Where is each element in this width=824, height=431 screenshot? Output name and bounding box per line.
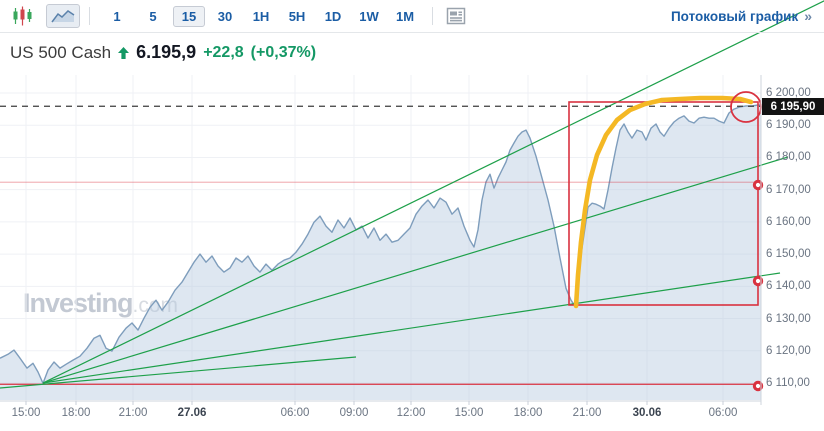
x-axis-label: 30.06 bbox=[632, 407, 662, 419]
instrument-name: US 500 Cash bbox=[10, 42, 112, 62]
y-axis-label: 6 190,00 bbox=[766, 119, 811, 132]
watermark-com: .com bbox=[133, 294, 179, 317]
chart-toolbar: 1 5 15 30 1H 5H 1D 1W 1M Потоковый график » bbox=[0, 0, 824, 33]
watermark: Investing.com bbox=[23, 288, 178, 319]
y-axis-label: 6 110,00 bbox=[766, 376, 810, 389]
toolbar-divider bbox=[89, 7, 90, 25]
price-area-fill bbox=[0, 105, 761, 400]
yellow-trend-curve bbox=[573, 95, 754, 309]
x-axis-label: 15:00 bbox=[454, 407, 484, 419]
timeframe-1-button[interactable]: 1 bbox=[113, 8, 121, 24]
timeframe-1h-button[interactable]: 1H bbox=[252, 8, 270, 24]
y-axis-label: 6 140,00 bbox=[766, 280, 811, 293]
trend-line bbox=[0, 356, 357, 389]
quote-header: US 500 Cash 6.195,9 +22,8 (+0,37%) bbox=[10, 42, 316, 63]
axis-marker-hole bbox=[755, 278, 761, 284]
streaming-chart-link[interactable]: Потоковый график » bbox=[671, 8, 812, 24]
trend-line bbox=[42, 156, 789, 384]
y-axis-label: 6 130,00 bbox=[766, 312, 811, 325]
price-change-percent: (+0,37%) bbox=[250, 43, 317, 61]
x-axis-label: 15:00 bbox=[11, 407, 41, 419]
watermark-investing: Investing bbox=[23, 288, 134, 318]
y-axis-label: 6 160,00 bbox=[766, 215, 811, 228]
timeframe-5h-button[interactable]: 5H bbox=[288, 8, 306, 24]
axis-marker-hole bbox=[755, 383, 761, 389]
y-axis-label: 6 170,00 bbox=[766, 183, 811, 196]
y-axis-label: 6 180,00 bbox=[766, 151, 811, 164]
timeframe-1m-button[interactable]: 1M bbox=[395, 8, 415, 24]
toolbar-divider bbox=[432, 7, 433, 25]
x-axis-label: 12:00 bbox=[396, 407, 426, 419]
arrow-up-icon bbox=[118, 46, 130, 59]
x-axis-label: 18:00 bbox=[61, 407, 91, 419]
last-price: 6.195,9 bbox=[136, 42, 197, 62]
y-axis-label: 6 200,00 bbox=[766, 87, 811, 100]
timeframe-5-button[interactable]: 5 bbox=[149, 8, 157, 24]
x-axis-label: 27.06 bbox=[177, 407, 207, 419]
chevron-right-double-icon: » bbox=[804, 8, 812, 24]
candlestick-chart-icon[interactable] bbox=[8, 3, 38, 29]
timeframe-buttons: 1 5 15 30 1H 5H 1D 1W 1M bbox=[99, 5, 423, 27]
timeframe-30-button[interactable]: 30 bbox=[217, 8, 233, 24]
last-price-axis-badge: 6 195,90 bbox=[762, 98, 824, 115]
x-axis-label: 18:00 bbox=[513, 407, 543, 419]
price-change: +22,8 bbox=[203, 43, 244, 61]
axis-marker-hole bbox=[755, 182, 761, 188]
timeframe-15-button[interactable]: 15 bbox=[173, 5, 205, 27]
streaming-chart-link-label: Потоковый график bbox=[670, 8, 799, 24]
trend-line bbox=[42, 0, 824, 384]
area-chart-icon[interactable] bbox=[46, 4, 80, 28]
x-axis-label: 21:00 bbox=[572, 407, 602, 419]
x-axis-label: 06:00 bbox=[280, 407, 310, 419]
news-panel-icon[interactable] bbox=[442, 4, 470, 28]
x-axis-label: 06:00 bbox=[708, 407, 738, 419]
x-axis-label: 21:00 bbox=[118, 407, 148, 419]
price-line bbox=[0, 104, 761, 384]
trend-line bbox=[42, 272, 781, 384]
timeframe-1d-button[interactable]: 1D bbox=[324, 8, 342, 24]
timeframe-1w-button[interactable]: 1W bbox=[359, 8, 379, 24]
x-axis-label: 09:00 bbox=[339, 407, 369, 419]
y-axis-label: 6 150,00 bbox=[766, 248, 811, 261]
y-axis-label: 6 120,00 bbox=[766, 344, 811, 357]
